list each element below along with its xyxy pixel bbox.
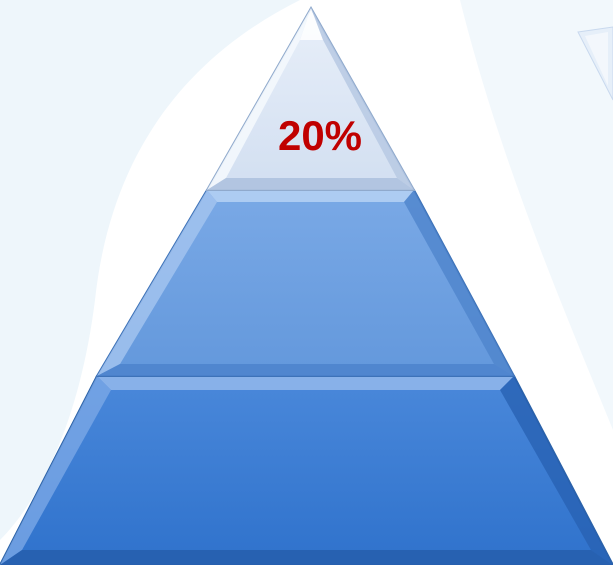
pyramid-tier-middle [95, 189, 516, 377]
pyramid-tier-top [205, 5, 416, 191]
pyramid [0, 5, 613, 565]
pyramid-tier-bottom [0, 375, 613, 565]
background-swoosh-left [0, 0, 300, 540]
partial-pyramid-right [577, 26, 613, 101]
background-swoosh-right [460, 0, 613, 430]
top-tier-percentage-label: 20% [278, 112, 362, 159]
